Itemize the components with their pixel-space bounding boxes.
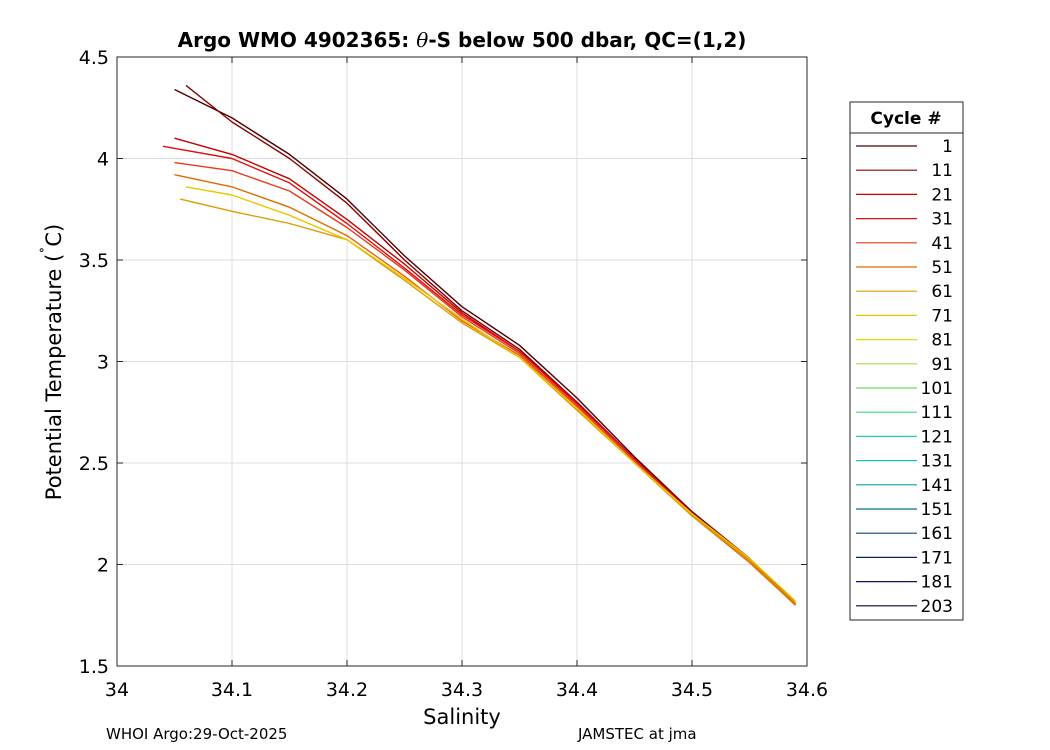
legend-label: 131 bbox=[921, 452, 953, 472]
legend-label: 181 bbox=[921, 573, 953, 593]
legend-label: 101 bbox=[921, 379, 953, 399]
legend-label: 161 bbox=[921, 524, 953, 544]
series-line bbox=[180, 198, 796, 604]
series-layer bbox=[162, 84, 796, 606]
y-tick-label: 4 bbox=[97, 149, 109, 171]
ticks: 34 34.1 34.2 34.3 34.4 34.5 34.6 1.5 2 2.5 3 3.5 4 4.… bbox=[79, 47, 828, 701]
legend-label: 121 bbox=[921, 427, 953, 447]
legend-title: Cycle # bbox=[870, 109, 941, 129]
legend-label: 91 bbox=[931, 355, 953, 375]
legend-label: 51 bbox=[931, 258, 953, 278]
legend-label: 111 bbox=[921, 403, 953, 423]
x-tick-label: 34.3 bbox=[441, 679, 483, 701]
x-tick-label: 34.1 bbox=[211, 679, 253, 701]
legend-label: 61 bbox=[931, 282, 953, 302]
y-tick-label: 2.5 bbox=[79, 453, 109, 475]
legend-label: 31 bbox=[931, 210, 953, 230]
legend-entries: 1112131415161718191101111121131141151161… bbox=[856, 137, 953, 617]
grid bbox=[117, 57, 807, 666]
x-tick-label: 34.2 bbox=[326, 679, 368, 701]
legend: Cycle # 11121314151617181911011111211311… bbox=[849, 101, 964, 621]
footer-left: WHOI Argo:29-Oct-2025 bbox=[106, 725, 288, 743]
x-tick-label: 34.6 bbox=[786, 679, 828, 701]
y-tick-label: 3 bbox=[97, 352, 109, 374]
x-axis-label: Salinity bbox=[423, 705, 501, 729]
legend-label: 1 bbox=[942, 137, 953, 157]
legend-label: 11 bbox=[931, 161, 953, 181]
x-tick-label: 34 bbox=[105, 679, 129, 701]
legend-label: 71 bbox=[931, 306, 953, 326]
series-line bbox=[185, 186, 796, 602]
legend-label: 41 bbox=[931, 234, 953, 254]
legend-label: 81 bbox=[931, 331, 953, 351]
chart-title: Argo WMO 4902365: θ-S below 500 dbar, QC… bbox=[178, 28, 747, 52]
legend-label: 203 bbox=[921, 597, 953, 617]
y-tick-label: 2 bbox=[97, 555, 109, 577]
x-tick-label: 34.4 bbox=[556, 679, 598, 701]
x-tick-label: 34.5 bbox=[671, 679, 713, 701]
series-line bbox=[185, 84, 796, 606]
legend-label: 141 bbox=[921, 476, 953, 496]
legend-label: 171 bbox=[921, 548, 953, 568]
y-axis-label: Potential Temperature (˚C) bbox=[39, 224, 66, 500]
y-tick-label: 4.5 bbox=[79, 47, 109, 69]
legend-label: 21 bbox=[931, 185, 953, 205]
footer-right: JAMSTEC at jma bbox=[578, 725, 697, 743]
y-tick-label: 3.5 bbox=[79, 250, 109, 272]
y-tick-label: 1.5 bbox=[79, 656, 109, 678]
legend-label: 151 bbox=[921, 500, 953, 520]
